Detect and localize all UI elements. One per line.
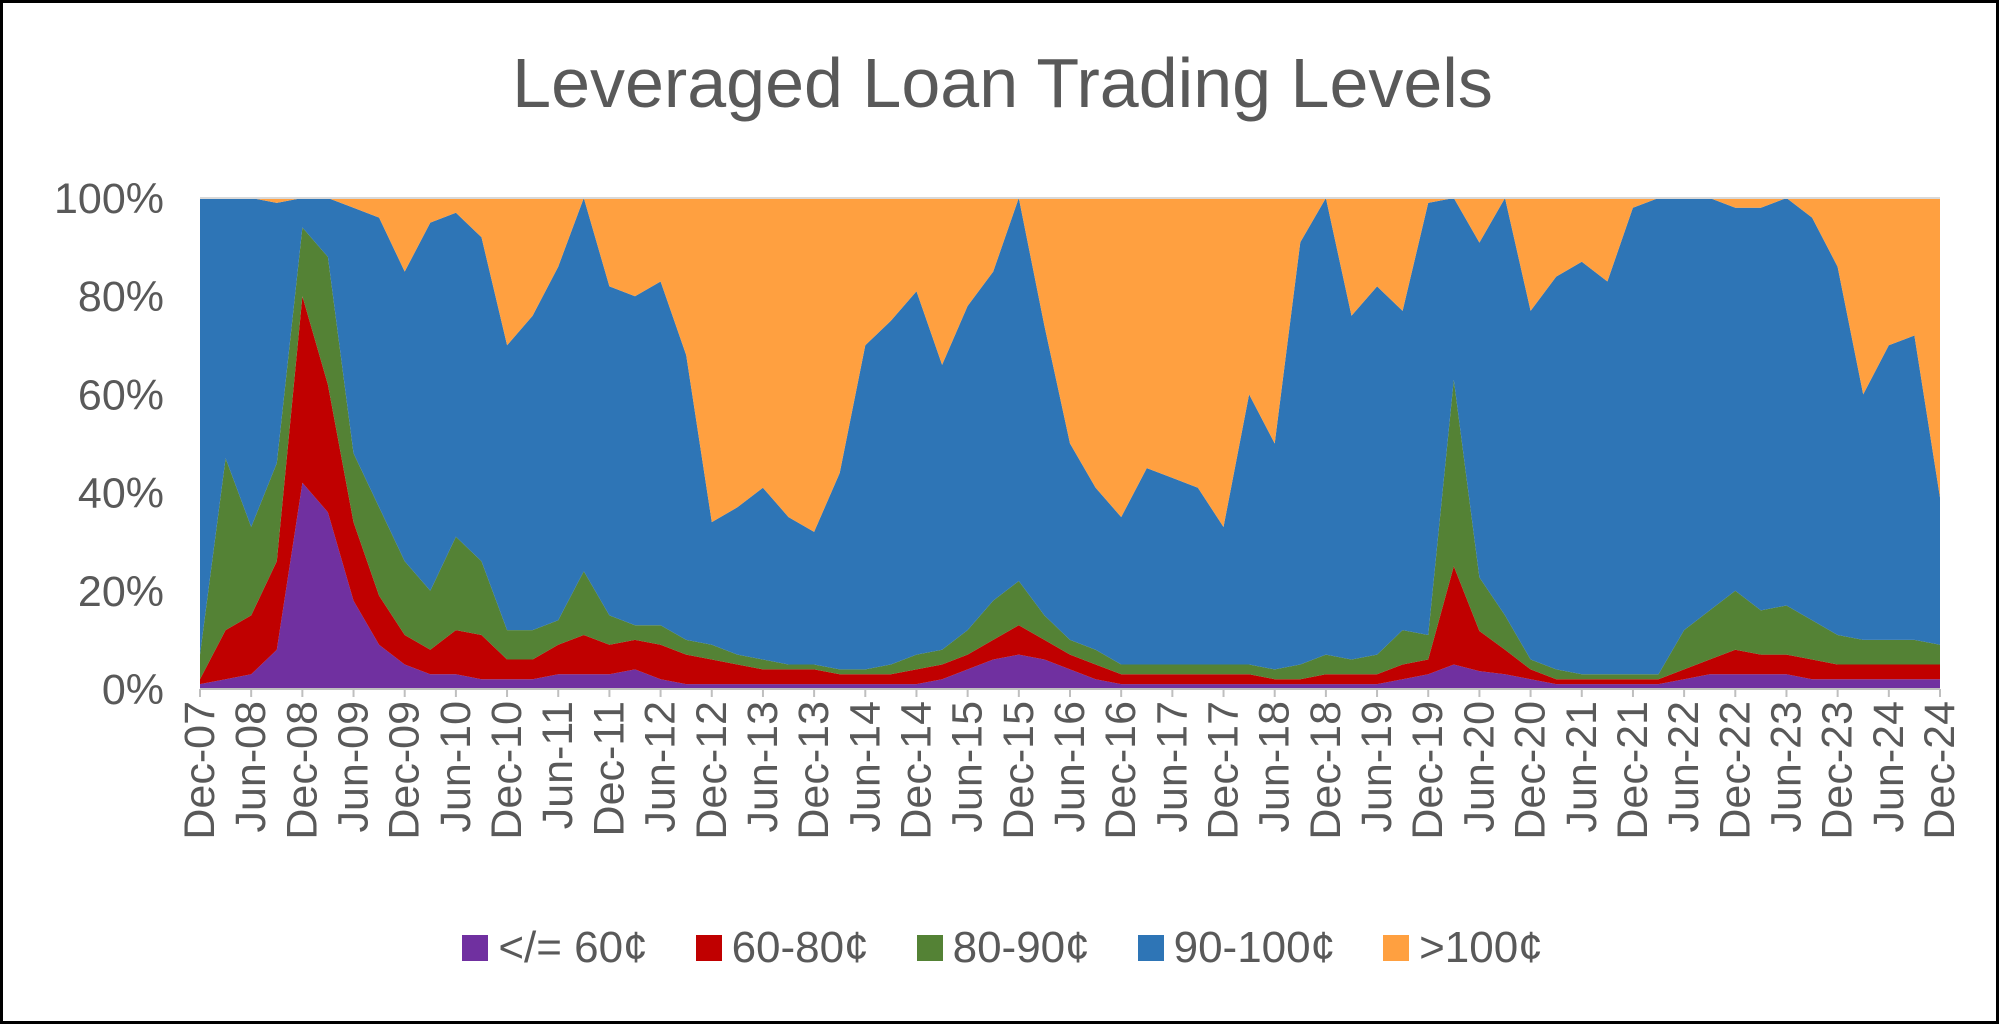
x-tick-label: Jun-10 <box>432 701 480 832</box>
y-tick-label: 80% <box>78 273 164 321</box>
legend-item: </= 60¢ <box>462 923 648 973</box>
x-tick-label: Jun-09 <box>330 701 378 832</box>
x-tick-label: Dec-12 <box>688 701 736 840</box>
x-tick-label: Jun-13 <box>739 701 787 832</box>
x-tick-label: Jun-21 <box>1558 701 1606 832</box>
x-tick-label: Jun-24 <box>1865 701 1913 832</box>
y-tick-label: 40% <box>78 470 164 518</box>
x-tick-label: Dec-24 <box>1916 701 1964 840</box>
chart-legend: </= 60¢ 60-80¢ 80-90¢ 90-100¢ >100¢ <box>3 923 1999 973</box>
legend-item: >100¢ <box>1383 923 1543 973</box>
x-tick-label: Dec-21 <box>1609 701 1657 840</box>
x-tick-label: Jun-16 <box>1046 701 1094 832</box>
x-tick-label: Jun-22 <box>1660 701 1708 832</box>
legend-label: >100¢ <box>1419 923 1543 972</box>
x-tick-label: Dec-09 <box>381 701 429 840</box>
x-tick-label: Dec-17 <box>1200 701 1248 840</box>
legend-swatch <box>916 935 943 961</box>
legend-item: 80-90¢ <box>916 923 1090 973</box>
x-tick-label: Jun-15 <box>944 701 992 832</box>
series-area-3 <box>200 198 1940 675</box>
x-tick-label: Jun-11 <box>534 701 582 829</box>
x-tick-label: Jun-17 <box>1148 701 1196 832</box>
chart-title: Leveraged Loan Trading Levels <box>512 44 1493 122</box>
x-tick-label: Dec-14 <box>892 701 940 840</box>
legend-item: 60-80¢ <box>695 923 869 973</box>
series-area-4 <box>200 198 1940 532</box>
x-tick-label: Dec-13 <box>790 701 838 840</box>
legend-item: 90-100¢ <box>1137 923 1336 973</box>
legend-swatch <box>1383 935 1410 961</box>
legend-label: 80-90¢ <box>952 923 1090 972</box>
y-tick-label: 100% <box>54 175 164 223</box>
series-area-0 <box>200 482 1940 689</box>
x-tick-label: Dec-22 <box>1711 701 1759 840</box>
legend-swatch <box>462 935 489 961</box>
x-tick-label: Jun-12 <box>637 701 685 832</box>
y-tick-label: 20% <box>78 568 164 616</box>
x-tick-label: Jun-08 <box>227 701 275 832</box>
x-tick-label: Dec-16 <box>1097 701 1145 840</box>
x-tick-label: Dec-19 <box>1404 701 1452 840</box>
x-tick-label: Jun-23 <box>1762 701 1810 832</box>
x-tick-label: Dec-18 <box>1302 701 1350 840</box>
x-tick-label: Jun-14 <box>841 701 889 832</box>
series-area-2 <box>200 227 1940 680</box>
x-tick-label: Dec-23 <box>1814 701 1862 840</box>
y-tick-label: 60% <box>78 371 164 419</box>
legend-swatch <box>1137 935 1164 961</box>
legend-label: </= 60¢ <box>498 923 648 972</box>
x-tick-label: Dec-20 <box>1507 701 1555 840</box>
chart-plot: 0%20%40%60%80%100%Dec-07 Jun-08 Dec-08 Jun-… <box>54 175 1964 840</box>
x-tick-label: Jun-19 <box>1353 701 1401 832</box>
x-tick-label: Dec-08 <box>278 701 326 840</box>
y-tick-label: 0% <box>102 666 164 714</box>
legend-label: 60-80¢ <box>731 923 869 972</box>
x-tick-label: Jun-20 <box>1455 701 1503 832</box>
legend-swatch <box>695 935 722 961</box>
legend-label: 90-100¢ <box>1173 923 1336 972</box>
x-tick-label: Jun-18 <box>1251 701 1299 832</box>
x-tick-label: Dec-07 <box>176 701 224 840</box>
x-tick-label: Dec-15 <box>995 701 1043 840</box>
x-tick-label: Dec-10 <box>483 701 531 840</box>
x-tick-label: Dec-11 <box>585 701 633 836</box>
